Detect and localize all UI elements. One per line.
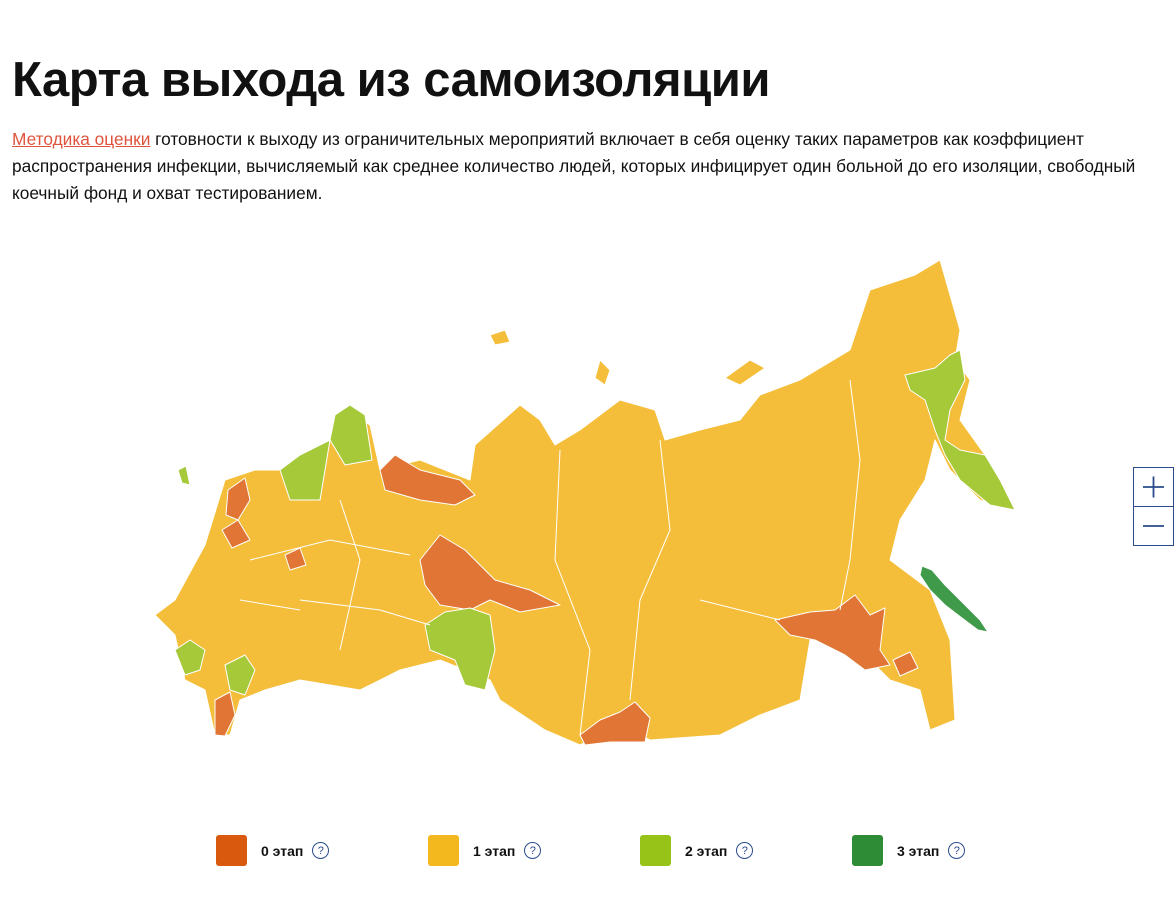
region[interactable] [419, 534, 561, 613]
help-icon[interactable]: ? [948, 842, 966, 859]
region[interactable] [177, 465, 191, 486]
region[interactable] [284, 547, 307, 571]
region[interactable] [424, 607, 496, 691]
region[interactable] [892, 651, 919, 677]
region[interactable] [724, 359, 766, 386]
legend-label: 1 этап [473, 842, 516, 859]
region[interactable] [904, 349, 1016, 511]
region[interactable] [225, 477, 251, 521]
russia-map [154, 259, 1016, 746]
region[interactable] [579, 701, 651, 746]
legend-item: 3 этап? [852, 835, 1064, 866]
description-text: готовности к выходу из ограничительных м… [12, 129, 1136, 203]
region[interactable] [174, 639, 206, 676]
description: Методика оценки готовности к выходу из о… [12, 126, 1167, 207]
help-icon[interactable]: ? [312, 842, 330, 859]
legend-item: 1 этап? [428, 835, 640, 866]
page-title: Карта выхода из самоизоляции [12, 53, 770, 107]
region[interactable] [214, 691, 236, 737]
region[interactable] [594, 359, 611, 386]
region[interactable] [329, 404, 373, 466]
region[interactable] [279, 439, 331, 501]
legend: 0 этап? 1 этап? 2 этап? 3 этап? [216, 835, 1064, 866]
zoom-control [1133, 467, 1174, 546]
zoom-in-button[interactable] [1134, 468, 1173, 506]
region[interactable] [221, 519, 251, 549]
help-icon[interactable]: ? [736, 842, 754, 859]
legend-label: 3 этап [897, 842, 940, 859]
region[interactable] [154, 259, 1016, 746]
legend-label: 0 этап [261, 842, 304, 859]
region[interactable] [919, 565, 989, 633]
method-link[interactable]: Методика оценки [12, 129, 151, 149]
help-icon[interactable]: ? [524, 842, 542, 859]
region[interactable] [379, 454, 476, 506]
zoom-out-button[interactable] [1134, 506, 1173, 545]
region[interactable] [224, 654, 256, 696]
legend-item: 0 этап? [216, 835, 428, 866]
region[interactable] [489, 329, 511, 346]
legend-label: 2 этап [685, 842, 728, 859]
legend-swatch [428, 835, 459, 866]
region[interactable] [774, 594, 891, 671]
legend-swatch [852, 835, 883, 866]
legend-swatch [640, 835, 671, 866]
legend-swatch [216, 835, 247, 866]
legend-item: 2 этап? [640, 835, 852, 866]
